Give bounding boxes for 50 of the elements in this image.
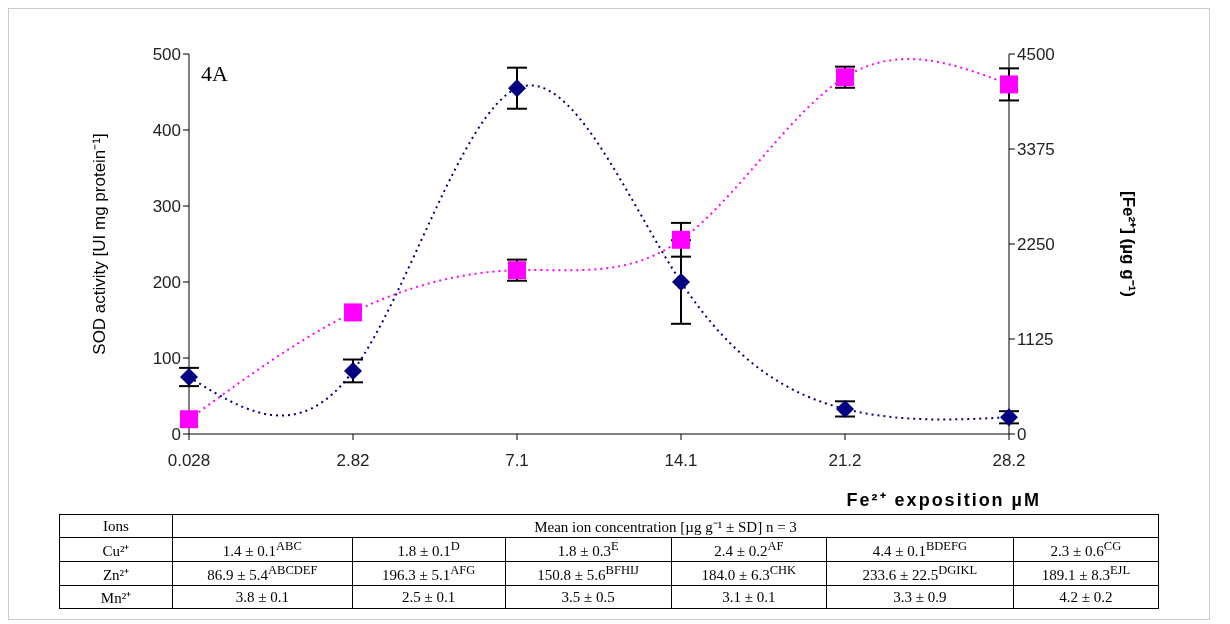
point — [344, 303, 362, 322]
y2-axis-title: [Fe²⁺] (µg g⁻¹) — [1118, 191, 1138, 297]
text: 4.2 ± 0.2 — [1059, 588, 1113, 605]
y2-tick-label: 3375 — [1017, 140, 1055, 160]
y-tick-label: 0 — [171, 425, 181, 445]
text: 1.4 ± 0.1$^{ABC}$ — [222, 539, 302, 559]
text: 3.8 ± 0.1 — [235, 588, 289, 605]
text: Ions — [103, 517, 129, 534]
y2-tick-label: 4500 — [1017, 45, 1055, 65]
text: 2.3 ± 0.6$^{CG}$ — [1050, 539, 1122, 559]
y-axis-title: SOD activity [UI mg protein⁻¹] — [90, 133, 110, 355]
text: 150.8 ± 5.6$^{BFHIJ}$ — [537, 563, 639, 583]
text: Cu²⁺ — [102, 542, 130, 559]
x-axis-title: Fe²⁺ exposition µM — [846, 490, 1041, 510]
text: Mn²⁺ — [100, 590, 132, 606]
text: 196.3 ± 5.1$^{AFG}$ — [381, 563, 476, 583]
text: 233.6 ± 22.5$^{DGIKL}$ — [862, 563, 978, 583]
x-tick-label: 14.1 — [664, 451, 698, 471]
x-tick-label: 7.1 — [505, 451, 529, 471]
text: 1.8 ± 0.3$^{E}$ — [557, 539, 619, 559]
point — [1000, 75, 1018, 94]
x-tick-label: 2.82 — [336, 451, 370, 471]
text: Mean ion concentration [µg g⁻¹ ± SD] n = 3 — [534, 519, 797, 535]
point — [508, 79, 526, 98]
y-tick-label: 300 — [152, 197, 181, 217]
point — [672, 273, 690, 291]
y-tick-label: 400 — [152, 121, 181, 141]
x-tick-label: 28.2 — [992, 451, 1026, 471]
text: 3.1 ± 0.1 — [722, 588, 776, 605]
x-tick-label: 0.028 — [167, 451, 211, 471]
text: Zn²⁺ — [102, 566, 130, 583]
y-tick-label: 200 — [152, 273, 181, 293]
text: 2.4 ± 0.2$^{AF}$ — [714, 539, 784, 559]
y2-tick-label: 0 — [1017, 425, 1027, 445]
text: 1.8 ± 0.1$^{D}$ — [397, 539, 460, 559]
point — [180, 410, 198, 429]
text: 184.0 ± 6.3$^{CHK}$ — [701, 563, 797, 583]
y2-tick-label: 1125 — [1017, 330, 1054, 350]
text: 4.4 ± 0.1$^{BDEFG}$ — [872, 539, 967, 559]
y2-tick-label: 2250 — [1017, 235, 1055, 255]
y-tick-label: 100 — [152, 349, 181, 369]
x-tick-label: 21.2 — [828, 451, 862, 471]
text: 3.5 ± 0.5 — [561, 588, 615, 605]
text: 86.9 ± 5.4$^{ABCDEF}$ — [207, 563, 318, 583]
text: 3.3 ± 0.9 — [893, 588, 947, 605]
y-tick-label: 500 — [152, 45, 181, 65]
chart-title: 4A — [201, 61, 228, 87]
text: 2.5 ± 0.1 — [401, 588, 456, 605]
point — [672, 230, 690, 249]
text: 189.1 ± 8.3$^{EJL}$ — [1041, 563, 1131, 583]
